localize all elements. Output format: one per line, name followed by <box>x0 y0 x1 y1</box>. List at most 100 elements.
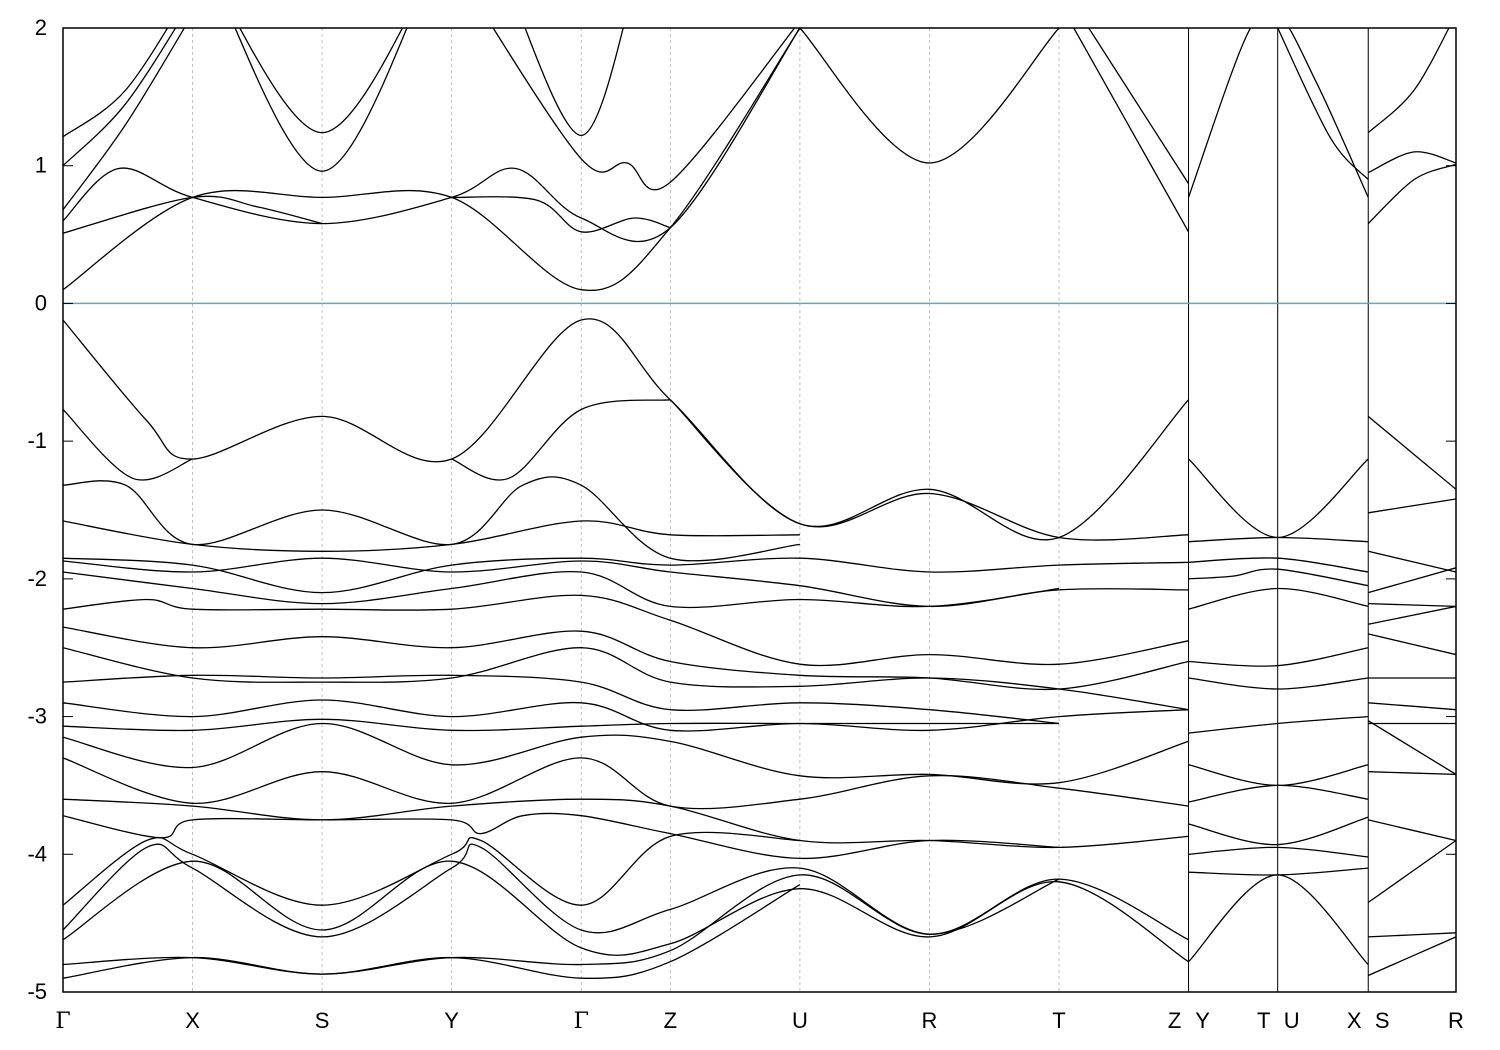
band-line <box>63 699 1189 732</box>
band-line <box>63 647 1189 711</box>
band-line <box>524 28 624 137</box>
kpoint-label: Y <box>1195 1008 1210 1033</box>
kpoint-gridlines <box>192 28 1369 992</box>
band-line <box>63 409 193 481</box>
kpoint-label: Γ <box>574 1009 589 1034</box>
band-line <box>63 520 800 552</box>
band-line <box>1188 647 1369 667</box>
kpoint-label: Y <box>444 1008 459 1033</box>
y-axis-ticks: 2 1 0 -1 -2 -3 -4 -5 <box>27 15 1456 1004</box>
band-line <box>1368 932 1456 938</box>
band-line <box>1368 605 1456 625</box>
band-line <box>451 399 671 481</box>
band-line <box>1368 819 1456 842</box>
band-line <box>1188 846 1369 858</box>
band-line <box>63 570 1060 609</box>
band-lines <box>63 28 1456 979</box>
band-line <box>1368 702 1456 711</box>
band-line <box>1188 764 1369 787</box>
band-line <box>669 399 1189 541</box>
band-line <box>63 831 800 906</box>
band-line <box>63 874 1060 975</box>
y-tick-label: 2 <box>35 15 47 40</box>
band-line <box>1368 771 1456 776</box>
band-line <box>1188 587 1369 610</box>
band-line <box>1188 557 1369 573</box>
band-line <box>1188 568 1369 587</box>
band-line <box>63 28 169 138</box>
band-line <box>63 798 1189 849</box>
band-line <box>63 812 1060 860</box>
band-line <box>234 28 408 172</box>
band-line <box>1188 816 1369 846</box>
band-line <box>1367 415 1456 490</box>
kpoint-label: T <box>1257 1008 1270 1033</box>
band-line <box>799 28 1060 164</box>
band-line <box>1188 536 1369 543</box>
band-line <box>63 843 1189 941</box>
y-tick-label: -4 <box>27 841 47 866</box>
y-tick-label: -1 <box>27 428 47 453</box>
band-line <box>1087 28 1190 184</box>
y-tick-label: -5 <box>27 979 47 1004</box>
y-tick-label: 1 <box>35 153 47 178</box>
band-line <box>1368 550 1456 573</box>
band-line <box>63 594 1189 667</box>
band-line <box>1188 458 1369 539</box>
kpoint-label: X <box>185 1008 200 1033</box>
kpoint-label: T <box>1052 1008 1065 1033</box>
kpoint-label: Z <box>1168 1008 1181 1033</box>
kpoint-label: Z <box>664 1008 677 1033</box>
band-line <box>1367 839 1456 904</box>
band-line <box>63 557 1189 594</box>
band-line <box>1187 28 1369 198</box>
band-line <box>63 28 177 167</box>
band-line <box>63 860 1189 963</box>
band-line <box>1368 602 1456 608</box>
band-line <box>1368 633 1456 656</box>
band-line <box>1368 498 1456 514</box>
kpoint-label: U <box>1284 1008 1300 1033</box>
band-line <box>63 28 186 211</box>
band-line <box>1367 28 1450 134</box>
kpoint-label: Γ <box>55 1009 70 1034</box>
band-line <box>1188 784 1369 803</box>
band-line <box>1368 567 1456 594</box>
band-line <box>1188 867 1369 876</box>
kpoint-label: S <box>315 1008 330 1033</box>
band-line <box>1367 936 1456 977</box>
band-line <box>1277 28 1369 180</box>
band-line <box>63 195 323 234</box>
band-line <box>63 557 1189 608</box>
band-line <box>1367 151 1456 174</box>
band-line <box>239 28 404 134</box>
band-line <box>63 757 1189 810</box>
band-line <box>1188 874 1369 965</box>
band-line <box>63 476 800 562</box>
band-line <box>1367 163 1456 225</box>
band-line <box>63 28 801 292</box>
band-line <box>63 884 801 979</box>
band-line <box>63 318 1189 541</box>
band-line <box>1188 677 1369 690</box>
band-line <box>63 722 1189 785</box>
band-line <box>451 196 671 233</box>
band-line <box>63 718 1059 732</box>
y-tick-label: -2 <box>27 566 47 591</box>
band-line <box>63 28 801 242</box>
band-line <box>1073 28 1190 233</box>
kpoint-label: R <box>922 1008 938 1033</box>
band-line <box>492 28 796 191</box>
band-line <box>1367 720 1456 775</box>
band-line <box>63 626 1189 691</box>
band-line <box>63 674 1060 725</box>
kpoint-label: R <box>1448 1008 1464 1033</box>
plot-frame <box>62 27 1457 993</box>
kpoint-label: X <box>1347 1008 1362 1033</box>
kpoint-label: S <box>1375 1008 1390 1033</box>
y-tick-label: -3 <box>27 704 47 729</box>
kpoint-label: U <box>792 1008 808 1033</box>
band-line <box>1188 715 1369 734</box>
